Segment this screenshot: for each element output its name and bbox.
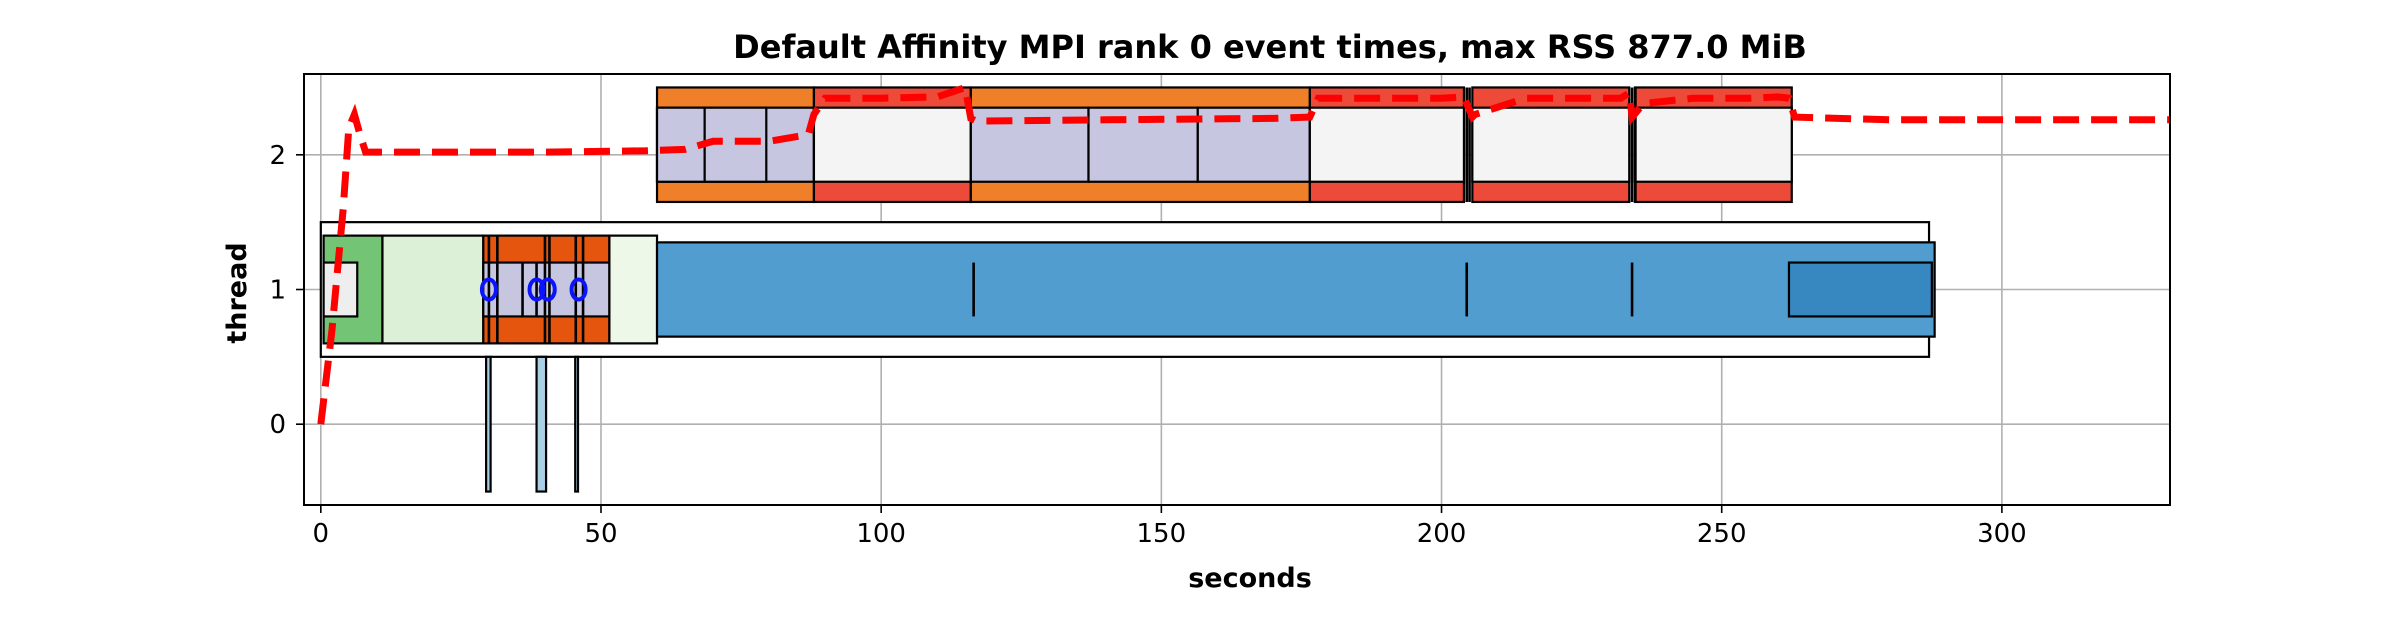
y-tick-label: 0 — [269, 410, 286, 440]
blue-markers — [479, 277, 588, 302]
event-bar — [1633, 106, 1793, 183]
rss-line-group — [321, 88, 2170, 425]
x-axis-label: seconds — [1188, 563, 1312, 594]
x-tick-label: 50 — [584, 519, 617, 549]
blue-marker — [569, 277, 588, 302]
event-bar — [322, 261, 359, 318]
event-bar — [381, 234, 485, 345]
x-tick-label: 150 — [1137, 519, 1187, 549]
event-bars — [319, 86, 1936, 493]
x-tick-label: 0 — [313, 519, 330, 549]
event-bar — [574, 355, 580, 493]
event-bar — [608, 234, 659, 345]
event-bar — [812, 106, 972, 183]
y-tick-label: 2 — [269, 141, 286, 171]
event-bar — [535, 355, 548, 493]
event-bar — [655, 106, 706, 183]
y-tick-label: 1 — [269, 276, 286, 306]
chart-title: Default Affinity MPI rank 0 event times,… — [733, 28, 1807, 66]
event-bar — [482, 261, 611, 318]
axis-ticks: 0 50 100 150 200 250 300 0 1 2 — [269, 141, 2026, 549]
y-axis-label: thread — [222, 242, 253, 343]
x-tick-label: 300 — [1977, 519, 2027, 549]
x-tick-label: 100 — [856, 519, 906, 549]
blue-marker — [479, 277, 498, 302]
event-bar — [1471, 106, 1631, 183]
event-bar — [1308, 106, 1466, 183]
x-tick-label: 250 — [1697, 519, 1747, 549]
rss-line — [321, 88, 2170, 425]
x-tick-label: 200 — [1417, 519, 1467, 549]
event-bar — [485, 355, 492, 493]
blue-marker — [527, 277, 546, 302]
event-bar — [655, 241, 1936, 338]
event-bar — [1787, 261, 1933, 318]
blue-marker — [538, 277, 557, 302]
